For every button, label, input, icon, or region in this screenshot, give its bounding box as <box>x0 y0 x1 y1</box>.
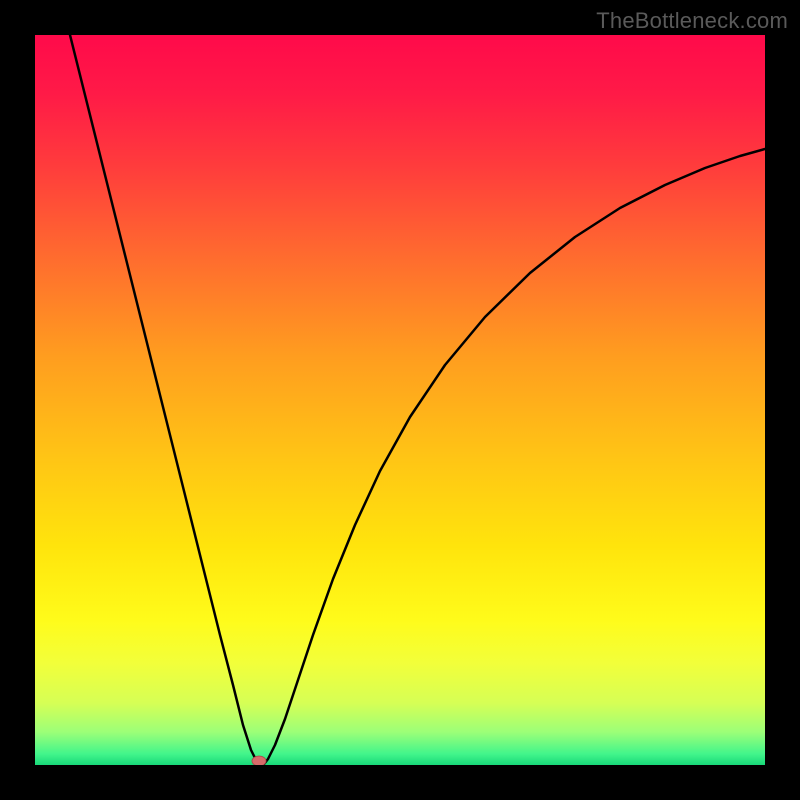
curve-layer <box>35 35 765 765</box>
watermark-text: TheBottleneck.com <box>596 8 788 34</box>
minimum-marker <box>252 756 266 765</box>
bottleneck-curve <box>70 35 765 764</box>
plot-area <box>35 35 765 765</box>
